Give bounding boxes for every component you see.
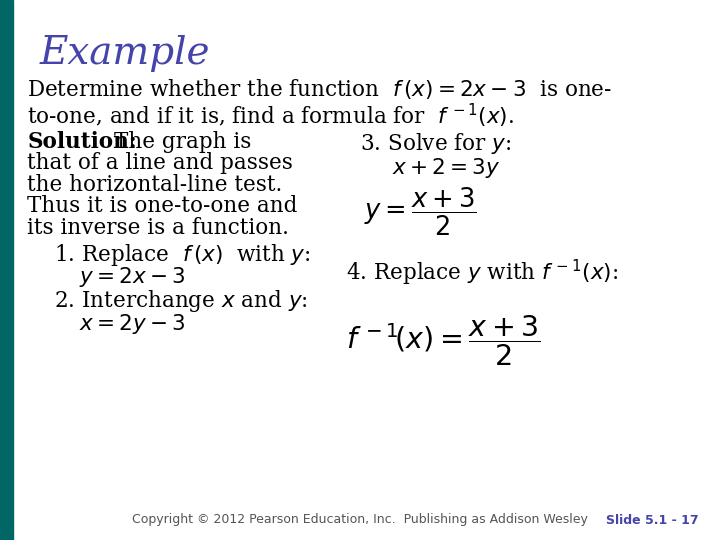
Text: the horizontal-line test.: the horizontal-line test.: [27, 174, 283, 196]
Text: $y = 2x - 3$: $y = 2x - 3$: [79, 265, 186, 288]
Text: Determine whether the function  $f\,(x) = 2x - 3$  is one-: Determine whether the function $f\,(x) =…: [27, 77, 613, 100]
Text: $x = 2y - 3$: $x = 2y - 3$: [79, 312, 186, 336]
Text: Example: Example: [40, 35, 210, 72]
Text: $x + 2 = 3y$: $x + 2 = 3y$: [392, 156, 501, 179]
Text: 4. Replace $y$ with $f^{\,-1}(x)$:: 4. Replace $y$ with $f^{\,-1}(x)$:: [346, 258, 618, 288]
Text: 2. Interchange $x$ and $y$:: 2. Interchange $x$ and $y$:: [54, 288, 307, 314]
Text: 3. Solve for $y$:: 3. Solve for $y$:: [360, 131, 511, 156]
Text: Copyright © 2012 Pearson Education, Inc.  Publishing as Addison Wesley: Copyright © 2012 Pearson Education, Inc.…: [132, 514, 588, 526]
Text: $f^{\,-1}\!\left(x\right)=\dfrac{x+3}{2}$: $f^{\,-1}\!\left(x\right)=\dfrac{x+3}{2}…: [346, 313, 541, 368]
Text: to-one, and if it is, find a formula for  $f^{\,-1}(x)$.: to-one, and if it is, find a formula for…: [27, 102, 514, 130]
Text: 1. Replace  $f\,(x)$  with $y$:: 1. Replace $f\,(x)$ with $y$:: [54, 242, 311, 268]
Text: Thus it is one-to-one and: Thus it is one-to-one and: [27, 195, 298, 218]
Text: that of a line and passes: that of a line and passes: [27, 152, 293, 174]
Text: Solution:: Solution:: [27, 131, 137, 153]
Text: Slide 5.1 - 17: Slide 5.1 - 17: [606, 514, 698, 526]
Text: The graph is: The graph is: [114, 131, 251, 153]
Text: $y = \dfrac{x+3}{2}$: $y = \dfrac{x+3}{2}$: [364, 186, 477, 238]
Text: its inverse is a function.: its inverse is a function.: [27, 217, 289, 239]
